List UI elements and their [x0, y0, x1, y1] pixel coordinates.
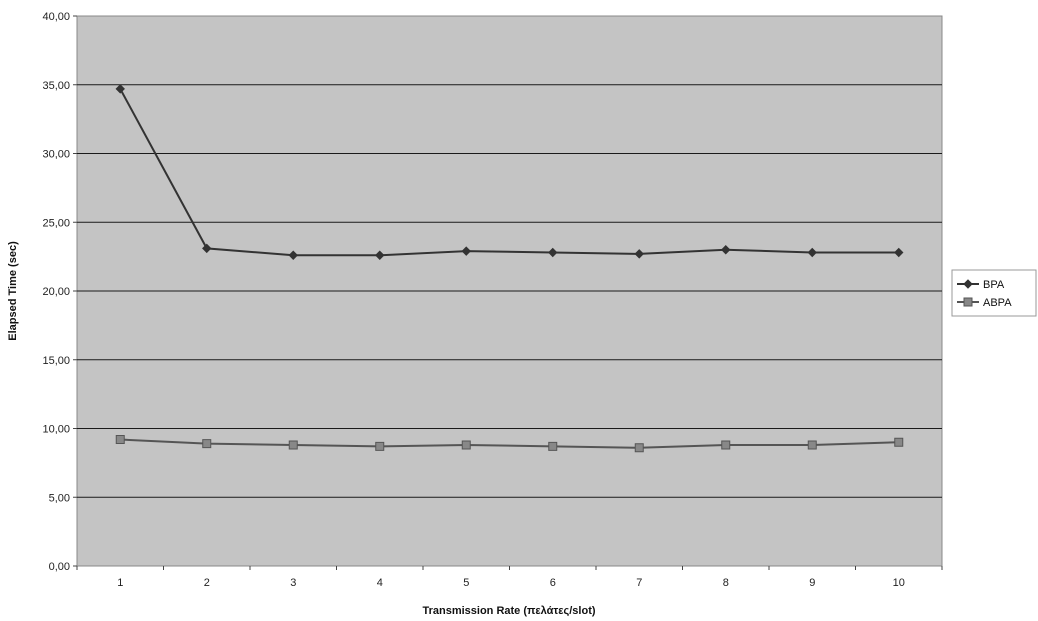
legend-label: BPA [983, 279, 1005, 291]
x-tick-label: 8 [723, 577, 729, 589]
x-tick-label: 9 [809, 577, 815, 589]
data-point-bpa [115, 84, 125, 94]
x-tick-label: 5 [463, 577, 469, 589]
data-point-bpa [634, 249, 644, 259]
x-axis-title: Transmission Rate (πελάτες/slot) [422, 605, 595, 617]
data-point-bpa [202, 243, 212, 254]
x-tick-label: 4 [377, 577, 383, 589]
x-tick-label: 2 [204, 577, 210, 589]
data-point-abpa [202, 439, 212, 449]
y-tick-label: 35,00 [42, 80, 70, 92]
series-line-bpa [119, 88, 899, 257]
x-tick-label: 1 [117, 577, 123, 589]
legend-label: ABPA [983, 297, 1012, 309]
data-point-abpa [807, 440, 817, 450]
x-tick-label: 7 [636, 577, 642, 589]
y-tick-label: 10,00 [42, 424, 70, 436]
legend-marker [963, 279, 973, 289]
y-tick-label: 5,00 [49, 492, 70, 504]
data-point-abpa [115, 435, 125, 444]
data-point-bpa [548, 247, 558, 258]
legend-box [951, 269, 1037, 317]
data-point-abpa [375, 441, 385, 451]
x-tick-label: 10 [893, 577, 905, 589]
data-point-abpa [634, 443, 644, 453]
legend-marker [963, 297, 973, 307]
x-tick-label: 3 [290, 577, 296, 589]
x-tick-label: 6 [550, 577, 556, 589]
data-point-abpa [461, 440, 471, 450]
y-tick-label: 30,00 [42, 149, 70, 161]
data-point-bpa [461, 246, 471, 256]
y-tick-label: 20,00 [42, 286, 70, 298]
data-point-abpa [288, 440, 298, 450]
y-tick-label: 15,00 [42, 355, 70, 367]
data-point-bpa [807, 247, 817, 258]
data-point-bpa [375, 250, 385, 260]
y-tick-label: 40,00 [42, 11, 70, 23]
y-axis-title: Elapsed Time (sec) [7, 241, 19, 341]
y-tick-label: 0,00 [49, 561, 70, 573]
series-layer [115, 84, 904, 453]
series-line-abpa [120, 438, 899, 449]
gridlines [77, 84, 942, 498]
data-point-bpa [288, 250, 298, 260]
y-axis-ticks: 0,00 5,00 10,00 15,00 20,00 25,00 30,00 35,00 40… [42, 11, 77, 573]
data-point-bpa [721, 245, 731, 255]
data-point-abpa [548, 441, 558, 451]
legend: BPA ABPA [951, 269, 1037, 317]
y-tick-label: 25,00 [42, 217, 70, 229]
x-axis-ticks: 1 2 3 4 5 6 7 8 9 10 [76, 566, 943, 589]
data-point-abpa [721, 440, 731, 450]
data-point-abpa [894, 437, 904, 447]
data-point-bpa [894, 247, 904, 258]
